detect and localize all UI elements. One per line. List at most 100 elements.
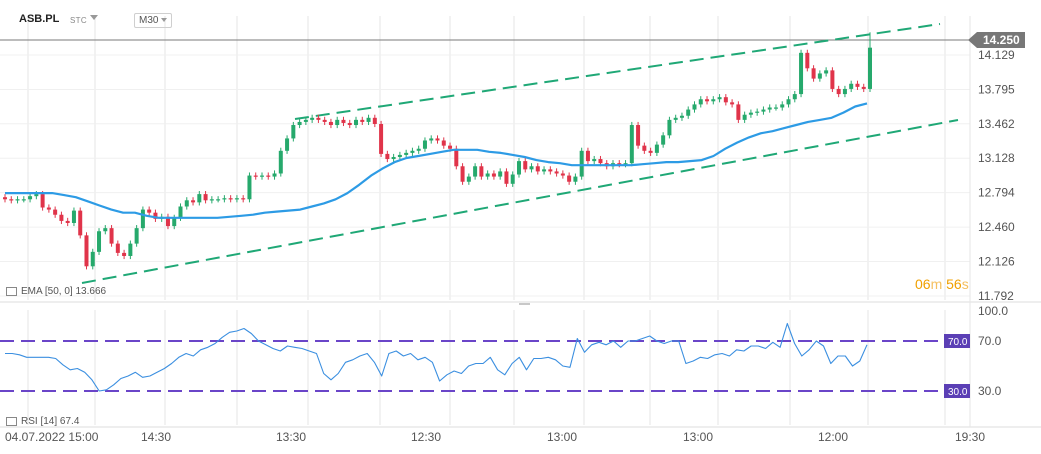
- candle-body: [416, 148, 421, 151]
- ema-name: EMA: [21, 286, 43, 297]
- candle: [366, 114, 371, 126]
- candle-body: [473, 166, 478, 177]
- candle-body: [623, 163, 628, 165]
- candle: [479, 163, 484, 180]
- candle: [241, 195, 246, 203]
- candle-body: [592, 159, 597, 162]
- candle-body: [228, 198, 233, 200]
- rsi-tick-label: 100.0: [978, 304, 1008, 318]
- candle-body: [780, 104, 785, 108]
- rsi-indicator-label[interactable]: RSI [14] 67.4: [6, 416, 79, 427]
- time-tick-label: 13:00: [547, 430, 577, 444]
- candle: [711, 96, 716, 105]
- candle: [316, 114, 321, 123]
- candle: [191, 197, 196, 206]
- candle-body: [717, 97, 722, 100]
- time-tick-label: 04.07.2022 15:00: [5, 430, 99, 444]
- candle: [868, 32, 872, 93]
- candle: [811, 65, 816, 82]
- candle: [347, 119, 352, 129]
- candle: [767, 104, 772, 113]
- chart-axes: 14.129 13.795 13.462 13.128 12.794 12.460 12.1…: [5, 32, 1025, 444]
- candle-body: [34, 194, 39, 197]
- candle: [849, 80, 854, 93]
- candle: [15, 196, 20, 204]
- channel-lower-line[interactable]: [81, 119, 959, 284]
- candle: [216, 196, 221, 203]
- ema-indicator-label[interactable]: EMA [50, 0] 13.666: [6, 286, 106, 297]
- rsi-name: RSI: [21, 416, 38, 427]
- candle: [341, 116, 346, 127]
- candle: [799, 49, 804, 98]
- candle-body: [805, 52, 810, 69]
- candle-body: [122, 252, 127, 256]
- channel-upper-line[interactable]: [294, 23, 941, 120]
- candle-body: [303, 119, 308, 122]
- candle-body: [548, 169, 553, 172]
- price-tick-label: 13.795: [978, 82, 1015, 96]
- candle: [297, 118, 302, 129]
- timeframe-selector[interactable]: M30: [134, 13, 173, 28]
- candle: [773, 104, 778, 111]
- candle-body: [15, 199, 20, 201]
- candle-body: [78, 210, 83, 236]
- candle-body: [272, 173, 277, 177]
- candle: [3, 194, 7, 203]
- symbol-label[interactable]: ASB.PL: [19, 13, 60, 25]
- candle-body: [711, 99, 716, 102]
- candle-body: [435, 138, 440, 141]
- candle: [78, 207, 83, 239]
- candle: [629, 121, 634, 167]
- trend-channel[interactable]: [81, 23, 959, 284]
- indicator-settings-icon[interactable]: [6, 286, 17, 296]
- price-tick-label: 14.129: [978, 48, 1015, 62]
- indicator-settings-icon[interactable]: [6, 416, 17, 426]
- candle-body: [642, 145, 647, 151]
- candle: [554, 168, 559, 177]
- candle-body: [172, 217, 177, 227]
- candle-body: [504, 171, 509, 184]
- candle-body: [454, 148, 459, 167]
- candle-body: [310, 117, 315, 120]
- candle-body: [222, 198, 227, 200]
- candle: [46, 204, 51, 213]
- candle-body: [128, 243, 133, 256]
- rsi-badge-text: 70.0: [948, 337, 968, 348]
- candle-body: [278, 150, 283, 174]
- rsi-level-badge: 70.0: [944, 334, 970, 348]
- candle-body: [448, 145, 453, 149]
- candle: [184, 197, 189, 210]
- candle-body: [567, 175, 572, 182]
- price-tag-shape: [968, 32, 1025, 48]
- candle-body: [253, 175, 258, 177]
- candle: [278, 147, 283, 177]
- candle-body: [705, 99, 710, 102]
- candle: [723, 94, 728, 106]
- candle: [842, 85, 847, 98]
- candle: [648, 147, 653, 156]
- candle: [128, 240, 133, 260]
- candle-body: [535, 166, 540, 172]
- candle-body: [498, 171, 503, 177]
- price-tick-label: 13.128: [978, 151, 1015, 165]
- candle: [830, 67, 835, 93]
- symbol-dropdown-icon[interactable]: [90, 15, 98, 20]
- candle: [354, 116, 359, 129]
- candle: [673, 114, 678, 123]
- candle-body: [197, 194, 202, 203]
- candle-body: [134, 228, 139, 244]
- candle: [422, 137, 427, 152]
- candle-body: [786, 99, 791, 105]
- candle-body: [516, 161, 521, 175]
- candle-body: [366, 117, 371, 122]
- candle: [84, 232, 89, 270]
- candle-body: [686, 109, 691, 116]
- candle: [379, 120, 384, 157]
- candle-body: [585, 150, 590, 162]
- candle-body: [799, 52, 804, 95]
- candle-body: [748, 112, 753, 115]
- candle: [441, 137, 446, 149]
- candle-body: [466, 176, 471, 182]
- timeframe-label: M30: [139, 15, 159, 26]
